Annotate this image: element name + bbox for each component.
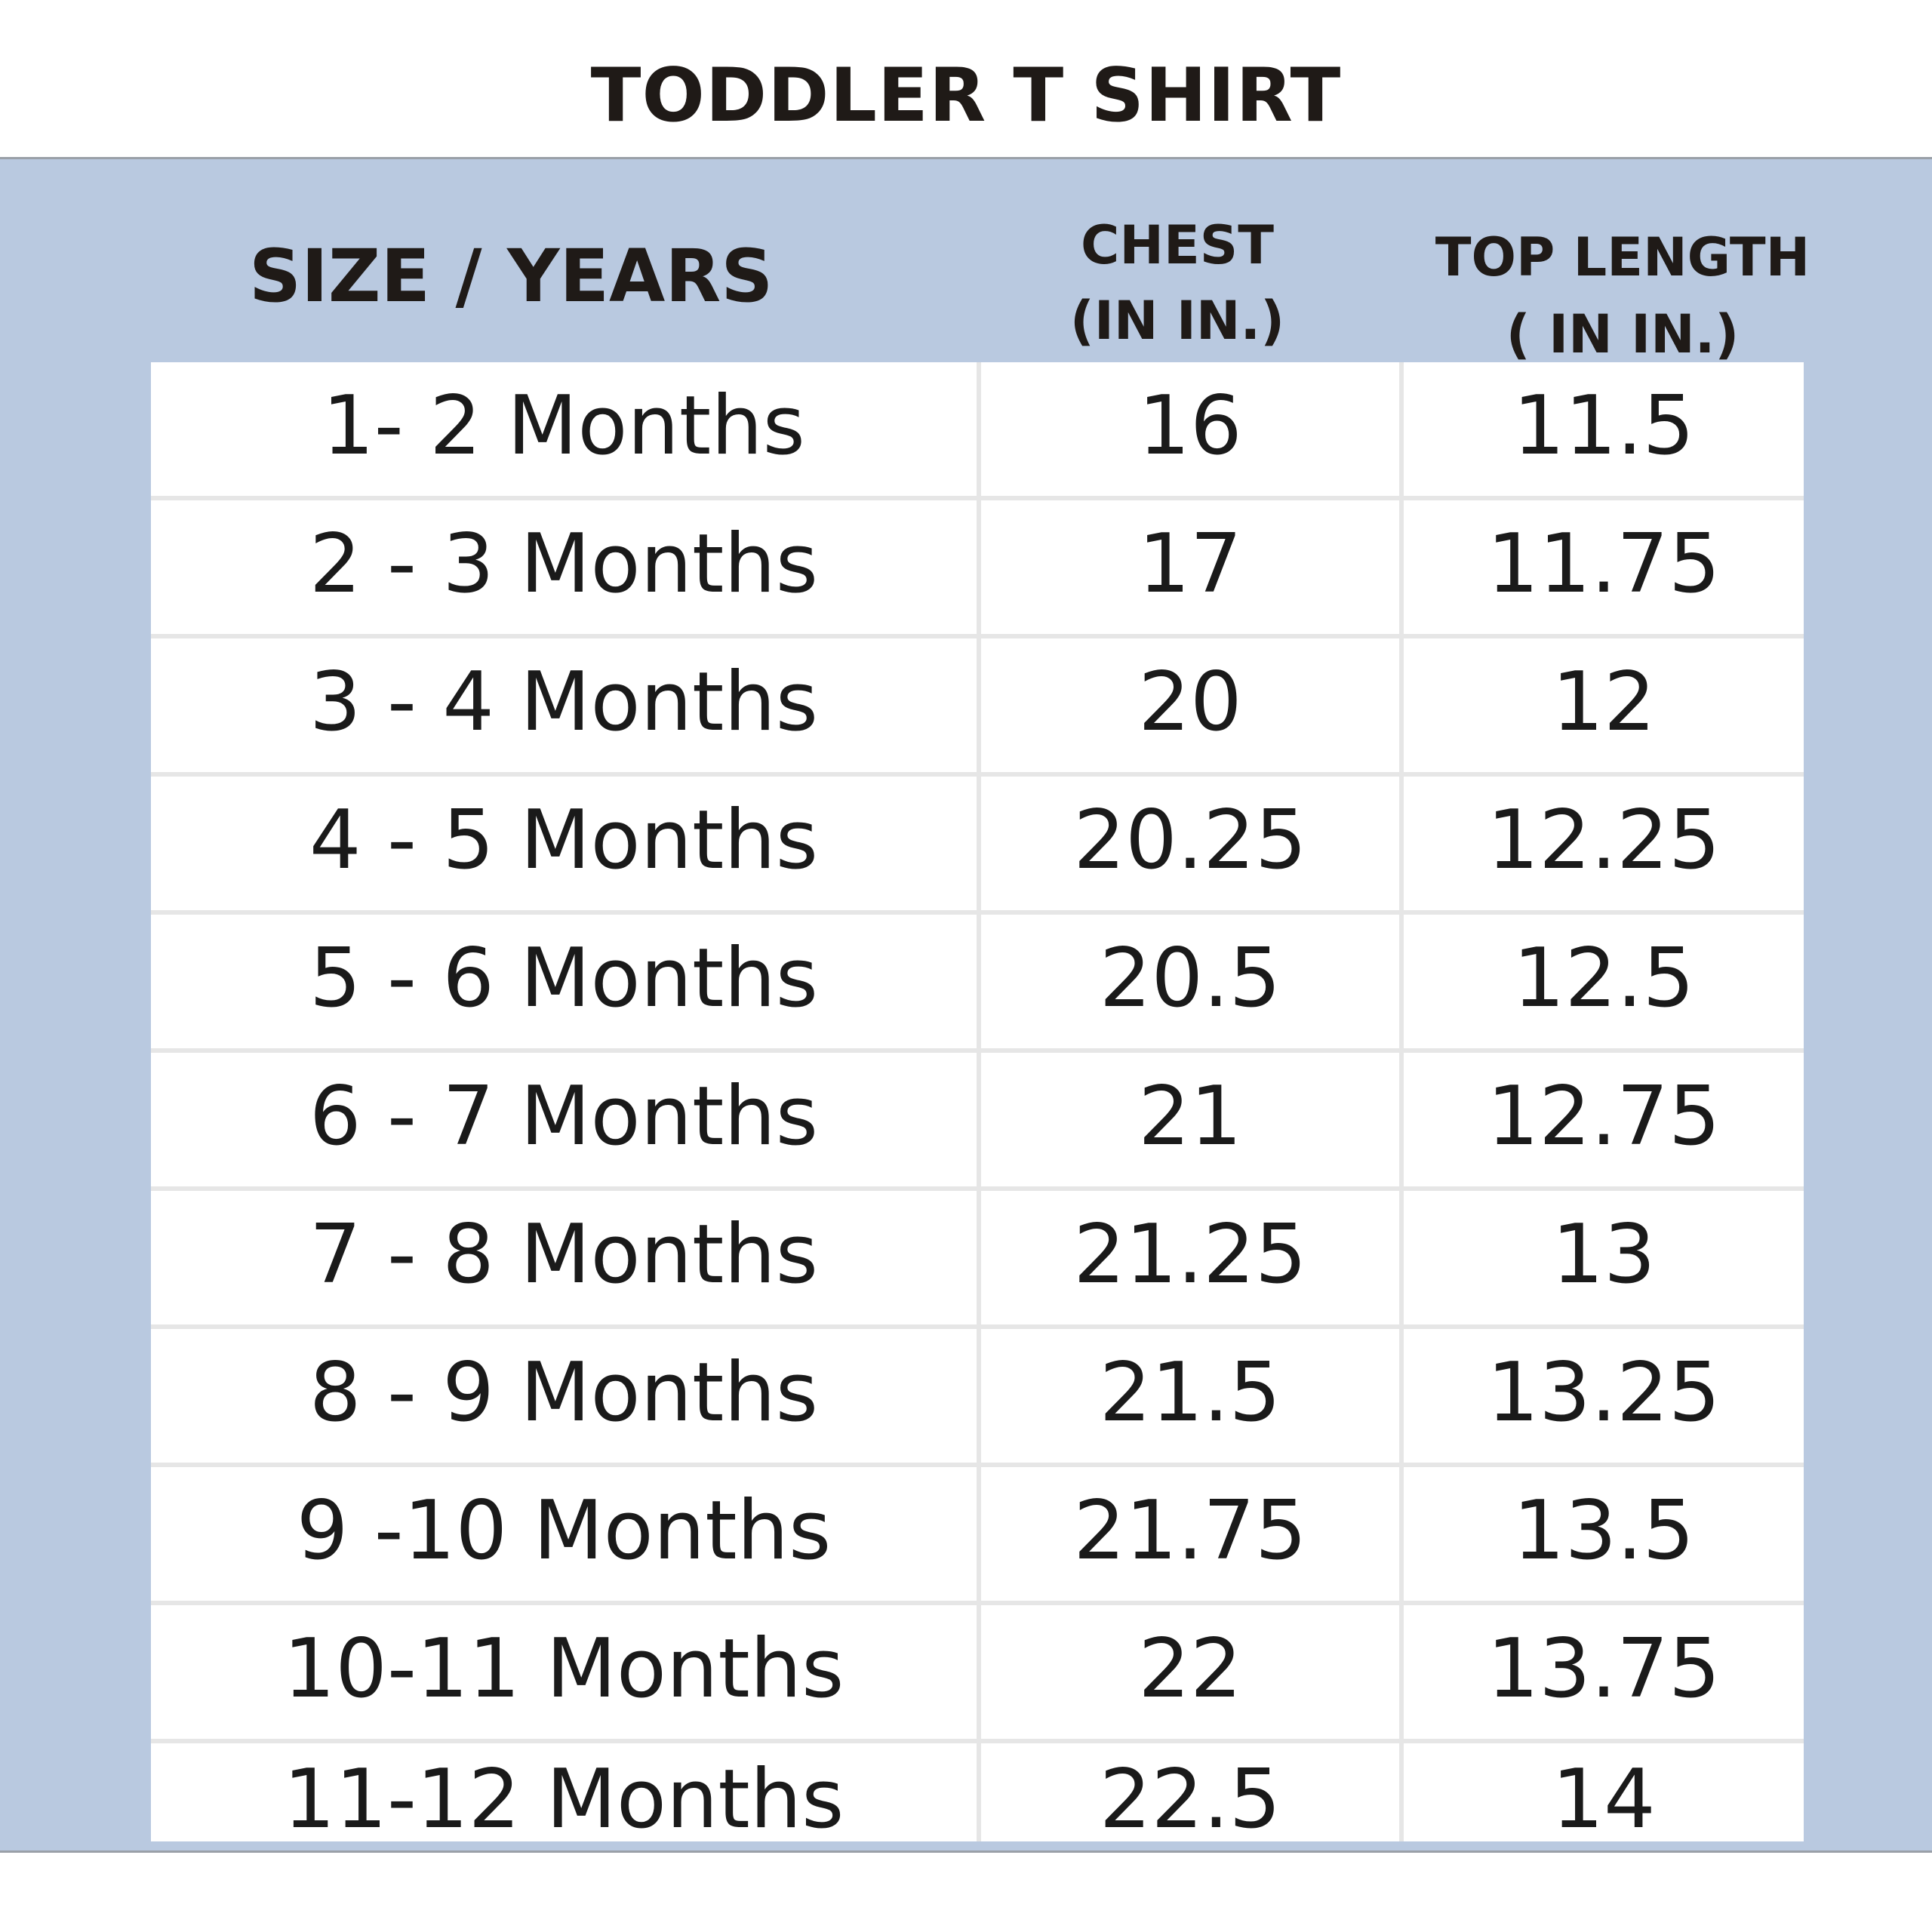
length-cell: 11.75 — [1487, 517, 1721, 611]
header-length: TOP LENGTH ( IN IN.) — [1411, 219, 1834, 373]
length-cell: 12.5 — [1512, 931, 1695, 1026]
table-row: 11-12 Months 22.5 14 — [151, 1743, 1804, 1847]
table-row: 6 - 7 Months 21 12.75 — [151, 1053, 1804, 1191]
size-cell: 6 - 7 Months — [151, 1053, 981, 1186]
length-cell: 13.25 — [1487, 1346, 1721, 1440]
header-length-line1: TOP LENGTH — [1435, 226, 1810, 288]
table-row: 1- 2 Months 16 11.5 — [151, 362, 1804, 500]
table-row: 8 - 9 Months 21.5 13.25 — [151, 1329, 1804, 1467]
chest-cell: 20 — [981, 638, 1404, 772]
size-table: 1- 2 Months 16 11.5 2 - 3 Months 17 11.7… — [151, 362, 1804, 1847]
chest-cell: 21.25 — [981, 1191, 1404, 1324]
table-row: 9 -10 Months 21.75 13.5 — [151, 1467, 1804, 1605]
size-cell: 2 - 3 Months — [151, 500, 981, 634]
table-row: 4 - 5 Months 20.25 12.25 — [151, 777, 1804, 915]
header-length-line2: ( IN IN.) — [1506, 303, 1740, 365]
chest-cell: 22 — [981, 1605, 1404, 1739]
header-chest-line2: (IN IN.) — [1069, 290, 1285, 352]
size-cell: 3 - 4 Months — [151, 638, 981, 772]
length-cell: 12 — [1552, 655, 1656, 749]
length-cell: 12.25 — [1487, 793, 1721, 888]
length-cell: 13 — [1552, 1208, 1656, 1302]
header-size: SIZE / YEARS — [151, 234, 830, 318]
size-cell: 11-12 Months — [151, 1743, 981, 1847]
length-cell: 11.5 — [1512, 379, 1695, 473]
length-cell: 13.75 — [1487, 1622, 1721, 1716]
chest-cell: 20.25 — [981, 777, 1404, 910]
chest-cell: 20.5 — [981, 915, 1404, 1048]
chest-cell: 17 — [981, 500, 1404, 634]
header-chest: CHEST (IN IN.) — [989, 208, 1366, 358]
size-cell: 1- 2 Months — [151, 362, 981, 496]
length-cell: 12.75 — [1487, 1069, 1721, 1164]
table-row: 3 - 4 Months 20 12 — [151, 638, 1804, 777]
length-cell: 13.5 — [1512, 1484, 1695, 1578]
table-row: 10-11 Months 22 13.75 — [151, 1605, 1804, 1743]
chest-cell: 21.5 — [981, 1329, 1404, 1463]
length-cell: 14 — [1552, 1752, 1656, 1847]
size-cell: 4 - 5 Months — [151, 777, 981, 910]
header-size-label: SIZE / YEARS — [249, 234, 774, 318]
table-row: 2 - 3 Months 17 11.75 — [151, 500, 1804, 638]
chest-cell: 21 — [981, 1053, 1404, 1186]
size-cell: 7 - 8 Months — [151, 1191, 981, 1324]
size-cell: 8 - 9 Months — [151, 1329, 981, 1463]
table-row: 5 - 6 Months 20.5 12.5 — [151, 915, 1804, 1053]
table-row: 7 - 8 Months 21.25 13 — [151, 1191, 1804, 1329]
chest-cell: 21.75 — [981, 1467, 1404, 1601]
size-cell: 5 - 6 Months — [151, 915, 981, 1048]
size-cell: 9 -10 Months — [151, 1467, 981, 1601]
chest-cell: 16 — [981, 362, 1404, 496]
chart-title: TODDLER T SHIRT — [590, 53, 1342, 139]
chest-cell: 22.5 — [981, 1743, 1404, 1847]
header-chest-line1: CHEST — [1081, 214, 1274, 276]
size-cell: 10-11 Months — [151, 1605, 981, 1739]
